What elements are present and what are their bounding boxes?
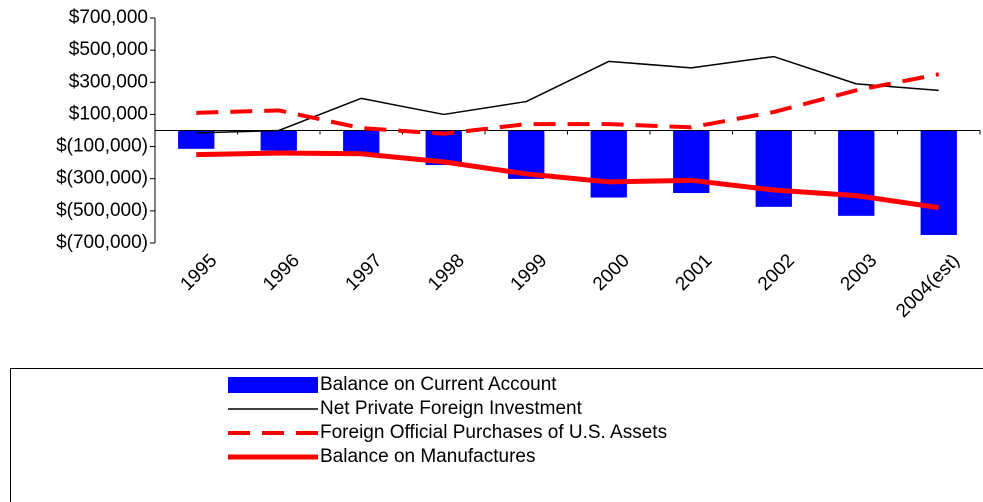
legend-label: Net Private Foreign Investment xyxy=(320,398,583,419)
bar xyxy=(178,130,215,149)
y-tick-label: $(100,000) xyxy=(56,136,148,157)
x-tick-label: 2004(est) xyxy=(892,250,964,322)
y-tick-label: $(300,000) xyxy=(56,168,148,189)
y-tick-label: $100,000 xyxy=(69,103,148,124)
bar xyxy=(755,130,792,207)
y-tick-label: $(700,000) xyxy=(56,232,148,253)
legend-label: Balance on Manufactures xyxy=(320,446,535,467)
legend-box xyxy=(10,368,983,502)
y-tick-label: $(500,000) xyxy=(56,200,148,221)
y-tick-label: $700,000 xyxy=(69,7,148,28)
legend-label: Foreign Official Purchases of U.S. Asset… xyxy=(320,422,667,443)
line-series xyxy=(196,72,940,136)
bar xyxy=(343,130,380,154)
bar xyxy=(260,130,297,151)
line-series xyxy=(196,150,940,211)
bar xyxy=(838,130,875,216)
line-series xyxy=(196,55,939,134)
x-tick-label: 1998 xyxy=(424,250,469,295)
x-tick-label: 2000 xyxy=(589,250,634,295)
x-tick-label: 1995 xyxy=(177,250,222,295)
legend-swatch xyxy=(228,377,318,393)
x-tick-label: 2003 xyxy=(837,250,882,295)
legend-label: Balance on Current Account xyxy=(320,374,557,395)
y-tick-label: $300,000 xyxy=(69,71,148,92)
x-tick-label: 2002 xyxy=(754,250,799,295)
y-tick-label: $500,000 xyxy=(69,39,148,60)
x-tick-label: 1999 xyxy=(507,250,552,295)
bar xyxy=(590,130,627,198)
x-tick-label: 1997 xyxy=(342,250,387,295)
x-tick-label: 1996 xyxy=(259,250,304,295)
bar xyxy=(920,130,957,235)
x-tick-label: 2001 xyxy=(672,250,717,295)
